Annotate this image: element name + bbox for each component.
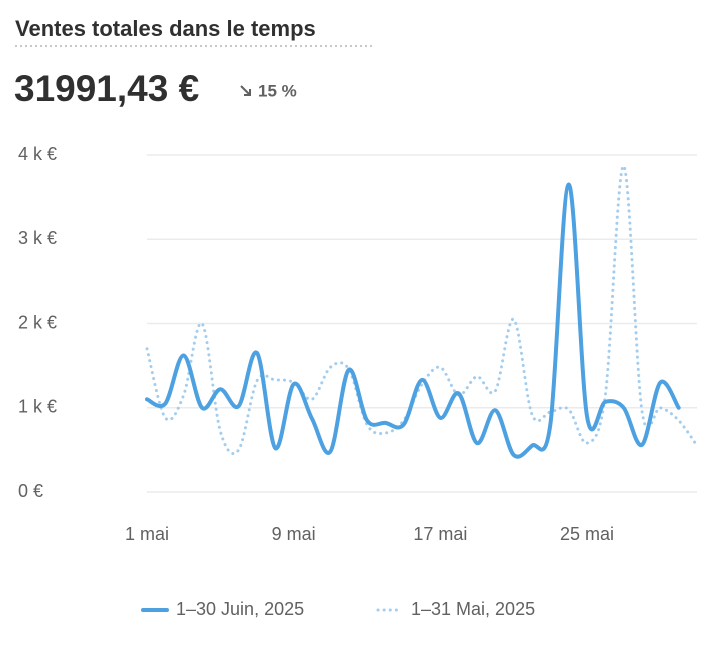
x-tick-label: 9 mai (272, 524, 316, 544)
y-tick-label: 0 € (18, 481, 43, 501)
y-tick-label: 2 k € (18, 312, 57, 332)
change-percent: 15 % (258, 81, 297, 100)
x-tick-label: 25 mai (560, 524, 614, 544)
y-tick-label: 1 k € (18, 397, 57, 417)
series-line (145, 164, 699, 455)
y-tick-label: 3 k € (18, 228, 57, 248)
card-title[interactable]: Ventes totales dans le temps (15, 16, 316, 41)
y-tick-label: 4 k € (18, 144, 57, 164)
legend-label: 1–31 Mai, 2025 (411, 599, 535, 619)
series-line (145, 182, 681, 459)
x-tick-label: 17 mai (413, 524, 467, 544)
legend-label: 1–30 Juin, 2025 (176, 599, 304, 619)
down-arrow-icon (240, 85, 251, 96)
x-tick-label: 1 mai (125, 524, 169, 544)
total-value: 31991,43 € (14, 68, 199, 109)
